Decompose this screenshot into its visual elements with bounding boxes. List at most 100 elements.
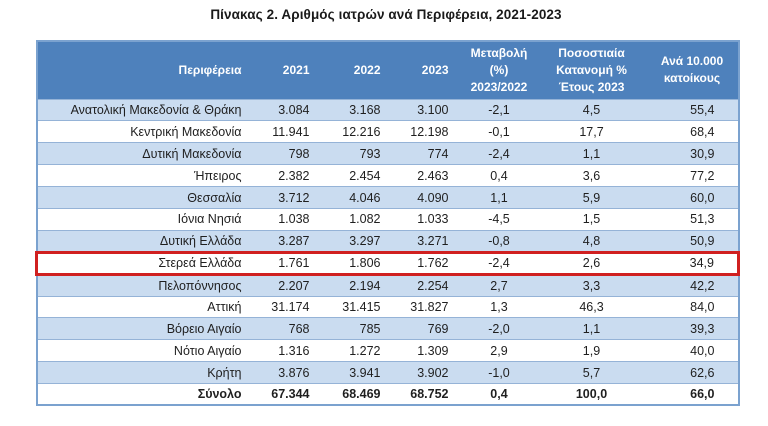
value-cell: 39,3 (646, 317, 739, 341)
value-cell: 1.038 (251, 207, 323, 231)
value-cell: 3.941 (322, 361, 394, 385)
table-row: Δυτική Ελλάδα 3.287 3.297 3.271 -0,8 4,8 50,9 (36, 229, 739, 253)
column-header-4: Μεταβολή (%) 2023/2022 (461, 41, 537, 99)
doctors-by-region-table: Περιφέρεια 2021 2022 2023 Μεταβολή (%) 2023/… (35, 40, 740, 406)
value-cell: 1,1 (461, 186, 537, 209)
value-cell: 4,8 (536, 229, 647, 253)
region-name-cell: Κεντρική Μακεδονία (36, 120, 252, 144)
region-name-cell: Θεσσαλία (36, 186, 252, 209)
value-cell: 1.316 (251, 339, 323, 363)
value-cell: 1.082 (322, 207, 394, 231)
table-row: Κρήτη 3.876 3.941 3.902 -1,0 5,7 62,6 (36, 361, 739, 385)
value-cell: 768 (251, 317, 323, 341)
value-cell: 11.941 (251, 120, 323, 144)
value-cell: 46,3 (536, 295, 647, 319)
value-cell: 1.309 (393, 339, 462, 363)
column-header-3: 2023 (393, 41, 462, 99)
value-cell: -0,8 (461, 229, 537, 253)
table-row: Ήπειρος 2.382 2.454 2.463 0,4 3,6 77,2 (36, 164, 739, 188)
total-value-cell: 100,0 (536, 383, 647, 406)
region-name-cell: Δυτική Ελλάδα (36, 229, 252, 253)
value-cell: 5,9 (536, 186, 647, 209)
table-row: Πελοπόννησος 2.207 2.194 2.254 2,7 3,3 42,2 (36, 273, 739, 297)
table-row: Θεσσαλία 3.712 4.046 4.090 1,1 5,9 60,0 (36, 186, 739, 209)
value-cell: 3.876 (251, 361, 323, 385)
value-cell: 2.194 (322, 273, 394, 297)
value-cell: 1.033 (393, 207, 462, 231)
value-cell: 3.287 (251, 229, 323, 253)
value-cell: 1.272 (322, 339, 394, 363)
table-row: Αττική 31.174 31.415 31.827 1,3 46,3 84,0 (36, 295, 739, 319)
value-cell: 31.827 (393, 295, 462, 319)
table-row: Νότιο Αιγαίο 1.316 1.272 1.309 2,9 1,9 40,0 (36, 339, 739, 363)
value-cell: 793 (322, 142, 394, 166)
total-value-cell: 68.469 (322, 383, 394, 406)
value-cell: 798 (251, 142, 323, 166)
value-cell: 2,9 (461, 339, 537, 363)
region-name-cell: Ιόνια Νησιά (36, 207, 252, 231)
value-cell: 12.216 (322, 120, 394, 144)
table-row: Κεντρική Μακεδονία 11.941 12.216 12.198 -0,1… (36, 120, 739, 144)
total-value-cell: 67.344 (251, 383, 323, 406)
value-cell: 5,7 (536, 361, 647, 385)
column-header-2: 2022 (322, 41, 394, 99)
value-cell: 4,5 (536, 98, 647, 122)
column-header-5: Ποσοστιαία Κατανομή % Έτους 2023 (536, 41, 647, 99)
value-cell: 1.761 (251, 250, 323, 276)
value-cell: 1,1 (536, 142, 647, 166)
value-cell: 68,4 (646, 120, 739, 144)
value-cell: 40,0 (646, 339, 739, 363)
value-cell: 17,7 (536, 120, 647, 144)
value-cell: -2,4 (461, 142, 537, 166)
value-cell: -2,4 (461, 250, 537, 276)
table-row-highlighted: Στερεά Ελλάδα 1.761 1.806 1.762 -2,4 2,6 34,9 (35, 250, 740, 276)
value-cell: 2,6 (536, 250, 647, 276)
region-name-cell: Αττική (36, 295, 252, 319)
value-cell: 2.382 (251, 164, 323, 188)
value-cell: 2.454 (322, 164, 394, 188)
table-title: Πίνακας 2. Αριθμός ιατρών ανά Περιφέρεια… (210, 7, 562, 22)
value-cell: 50,9 (646, 229, 739, 253)
value-cell: 84,0 (646, 295, 739, 319)
column-header-0: Περιφέρεια (36, 41, 252, 99)
region-name-cell: Ανατολική Μακεδονία & Θράκη (36, 98, 252, 122)
total-value-cell: 68.752 (393, 383, 462, 406)
value-cell: 1.762 (393, 250, 462, 276)
value-cell: 2.463 (393, 164, 462, 188)
table-row: Ιόνια Νησιά 1.038 1.082 1.033 -4,5 1,5 51,3 (36, 207, 739, 231)
table-header-row: Περιφέρεια 2021 2022 2023 Μεταβολή (%) 2023/… (36, 41, 739, 99)
value-cell: 3.168 (322, 98, 394, 122)
value-cell: 55,4 (646, 98, 739, 122)
value-cell: 769 (393, 317, 462, 341)
value-cell: 3,3 (536, 273, 647, 297)
region-name-cell: Πελοπόννησος (36, 273, 252, 297)
value-cell: -2,1 (461, 98, 537, 122)
value-cell: 3.271 (393, 229, 462, 253)
value-cell: 3.100 (393, 98, 462, 122)
value-cell: -1,0 (461, 361, 537, 385)
region-name-cell: Βόρειο Αιγαίο (36, 317, 252, 341)
region-name-cell: Κρήτη (36, 361, 252, 385)
value-cell: 30,9 (646, 142, 739, 166)
value-cell: 42,2 (646, 273, 739, 297)
value-cell: 2,7 (461, 273, 537, 297)
table-row: Ανατολική Μακεδονία & Θράκη 3.084 3.168 3.1… (36, 98, 739, 122)
table-row: Βόρειο Αιγαίο 768 785 769 -2,0 1,1 39,3 (36, 317, 739, 341)
value-cell: 4.090 (393, 186, 462, 209)
value-cell: 774 (393, 142, 462, 166)
value-cell: 3,6 (536, 164, 647, 188)
value-cell: 785 (322, 317, 394, 341)
value-cell: -4,5 (461, 207, 537, 231)
value-cell: 1,3 (461, 295, 537, 319)
value-cell: 0,4 (461, 164, 537, 188)
region-name-cell: Στερεά Ελλάδα (35, 250, 252, 276)
value-cell: 34,9 (646, 250, 740, 276)
region-name-cell: Ήπειρος (36, 164, 252, 188)
value-cell: 2.207 (251, 273, 323, 297)
value-cell: 12.198 (393, 120, 462, 144)
value-cell: 51,3 (646, 207, 739, 231)
value-cell: -0,1 (461, 120, 537, 144)
region-name-cell: Νότιο Αιγαίο (36, 339, 252, 363)
value-cell: 3.902 (393, 361, 462, 385)
